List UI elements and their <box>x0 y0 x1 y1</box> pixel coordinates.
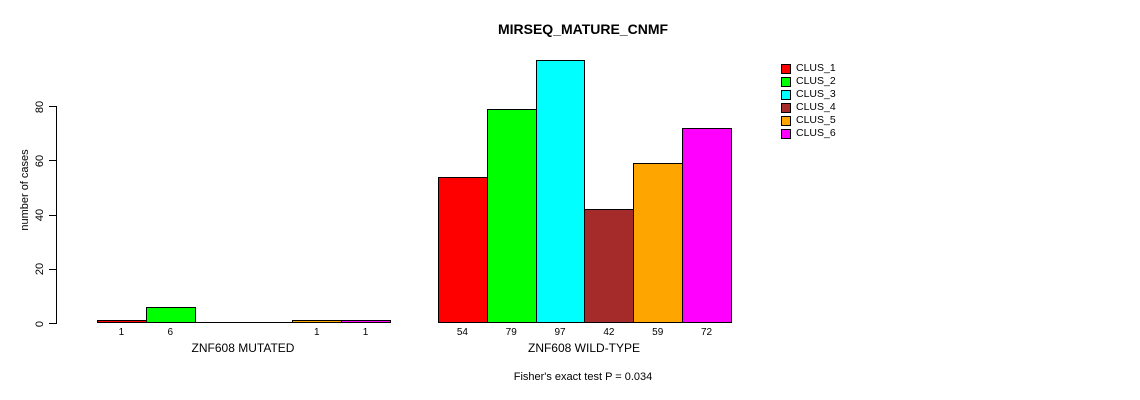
legend-item: CLUS_6 <box>781 127 836 140</box>
bar-clus_3 <box>535 60 586 323</box>
legend-swatch-clus-4-icon <box>781 102 791 113</box>
chart-title: MIRSEQ_MATURE_CNMF <box>497 21 669 37</box>
pvalue-annotation: Fisher's exact test P = 0.034 <box>513 371 653 383</box>
legend-swatch-clus-1-icon <box>781 63 791 74</box>
y-tick-mark <box>49 160 56 162</box>
x-group-label-mutated: ZNF608 MUTATED <box>191 341 295 355</box>
legend-item: CLUS_4 <box>781 101 836 114</box>
bar-clus_5 <box>633 163 684 323</box>
bar-clus_2 <box>145 307 196 323</box>
bar-clus_2 <box>486 109 537 323</box>
bar-value-label: 42 <box>603 327 615 338</box>
bar-value-label: 1 <box>118 327 125 338</box>
y-tick-label: 60 <box>34 154 46 168</box>
y-tick-label: 20 <box>34 263 46 276</box>
legend-label: CLUS_3 <box>796 88 836 100</box>
chart-legend: CLUS_1 CLUS_2 CLUS_3 CLUS_4 CLUS_5 CLUS_… <box>781 62 836 140</box>
y-axis-line <box>56 106 57 324</box>
bar-value-label: 79 <box>505 327 517 338</box>
bar-value-label: 54 <box>456 327 468 338</box>
y-tick-label: 0 <box>34 320 46 327</box>
y-tick-mark <box>49 214 56 216</box>
bar-clus_6 <box>682 128 732 323</box>
legend-label: CLUS_6 <box>796 127 836 139</box>
legend-label: CLUS_5 <box>796 114 836 126</box>
y-tick-label: 40 <box>34 208 46 222</box>
legend-item: CLUS_3 <box>781 88 836 101</box>
legend-swatch-clus-2-icon <box>781 76 791 87</box>
legend-label: CLUS_4 <box>796 101 836 113</box>
y-tick-mark <box>49 106 56 108</box>
legend-swatch-clus-3-icon <box>781 89 791 100</box>
y-tick-label: 80 <box>34 100 46 113</box>
legend-label: CLUS_2 <box>796 75 836 87</box>
legend-label: CLUS_1 <box>796 62 836 74</box>
legend-item: CLUS_5 <box>781 114 836 127</box>
legend-item: CLUS_2 <box>781 75 836 88</box>
bar-value-label: 1 <box>313 327 320 338</box>
group-baseline <box>97 322 390 323</box>
bar-clus_6 <box>341 320 391 323</box>
legend-swatch-clus-5-icon <box>781 115 791 126</box>
legend-swatch-clus-6-icon <box>781 128 791 139</box>
x-group-label-wild-type: ZNF608 WILD-TYPE <box>527 341 641 355</box>
bar-value-label: 59 <box>652 327 664 338</box>
y-tick-mark <box>49 323 56 324</box>
bar-clus_4 <box>584 209 635 323</box>
bar-clus_1 <box>97 320 147 323</box>
legend-item: CLUS_1 <box>781 62 836 75</box>
bar-value-label: 1 <box>362 327 369 338</box>
bar-value-label: 72 <box>700 327 713 338</box>
bar-value-label: 97 <box>554 327 566 338</box>
bar-clus_1 <box>438 177 488 323</box>
bar-clus_5 <box>292 320 343 323</box>
bar-value-label: 6 <box>167 327 174 338</box>
y-tick-mark <box>49 268 56 270</box>
